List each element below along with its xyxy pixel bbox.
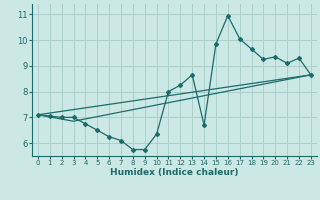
X-axis label: Humidex (Indice chaleur): Humidex (Indice chaleur) bbox=[110, 168, 239, 177]
